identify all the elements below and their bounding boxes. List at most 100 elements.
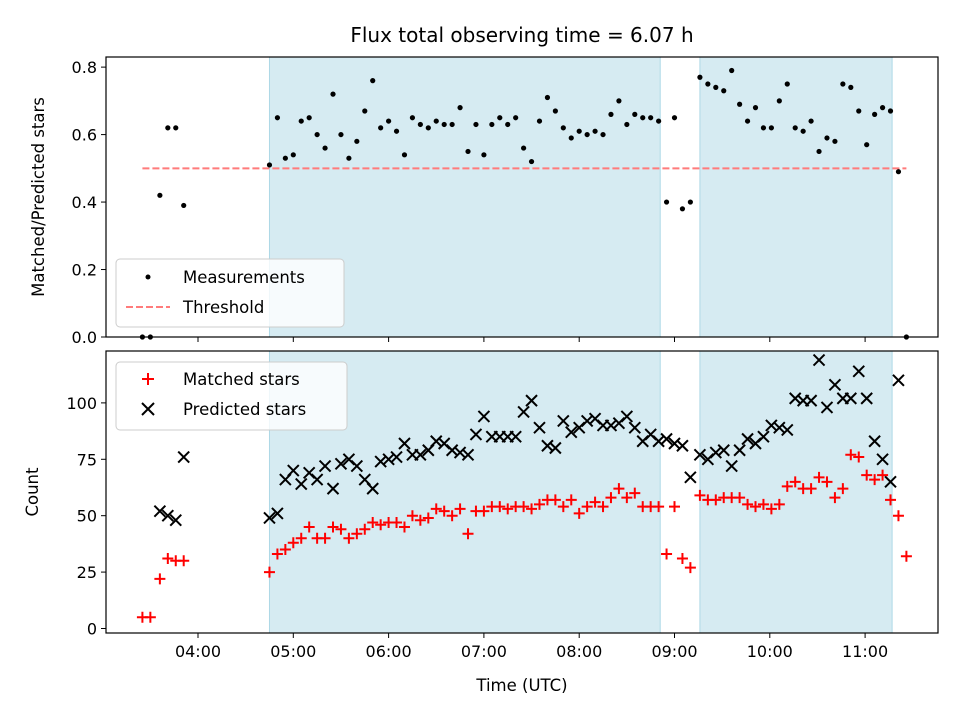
measurement-point <box>157 192 163 198</box>
matched-point <box>861 469 873 481</box>
predicted-point <box>709 446 723 459</box>
predicted-point <box>469 428 483 441</box>
predicted-point <box>295 477 308 491</box>
measurement-point <box>616 98 622 104</box>
measurement-point <box>721 88 727 94</box>
y-tick-label: 0.0 <box>72 328 97 347</box>
bottom-observing-windows <box>268 350 893 634</box>
measurement-point <box>887 108 894 114</box>
predicted-point <box>334 457 348 471</box>
bottom-y-axis: 0 25 50 75 100 <box>66 394 106 638</box>
predicted-point <box>580 414 594 428</box>
legend-label-threshold: Threshold <box>182 298 264 317</box>
top-legend: Measurements Threshold <box>115 258 345 328</box>
matched-point <box>494 501 506 513</box>
measurement-point <box>346 155 352 161</box>
legend-label-predicted: Predicted stars <box>183 400 306 419</box>
predicted-point <box>326 482 340 495</box>
measurement-point <box>338 131 344 138</box>
predicted-point <box>652 435 665 448</box>
matched-point <box>694 489 706 501</box>
predicted-point <box>676 439 689 452</box>
predicted-point <box>668 437 681 450</box>
matched-point <box>518 501 530 513</box>
matched-point <box>900 550 912 562</box>
measurement-point <box>425 125 431 131</box>
predicted-point <box>549 441 562 455</box>
measurement-point <box>576 128 582 134</box>
matched-point <box>263 566 275 578</box>
matched-point <box>661 548 673 560</box>
matched-point <box>789 476 801 488</box>
measurement-point <box>679 206 686 212</box>
matched-point <box>359 523 371 535</box>
matched-point <box>813 471 825 483</box>
x-tick-label: 04:00 <box>175 642 221 661</box>
measurement-point <box>848 84 854 90</box>
predicted-point <box>263 511 276 525</box>
matched-point <box>565 494 577 506</box>
predicted-point <box>741 432 754 446</box>
measurement-point <box>441 121 447 128</box>
matched-point <box>805 483 817 495</box>
predicted-point <box>271 507 284 520</box>
matched-point <box>629 487 641 499</box>
predicted-point <box>177 450 190 464</box>
measurement-point <box>895 169 902 175</box>
matched-point <box>391 516 403 528</box>
measurement-point <box>330 91 336 97</box>
predicted-point <box>390 450 403 464</box>
bottom-x-axis-label: Time (UTC) <box>475 676 567 695</box>
predicted-point <box>757 430 770 443</box>
matched-point <box>367 516 379 528</box>
predicted-point <box>517 405 530 419</box>
matched-point <box>613 483 625 495</box>
matched-point <box>773 498 785 510</box>
bottom-plot-area <box>136 353 912 623</box>
predicted-point <box>453 446 467 459</box>
matched-point <box>581 501 593 513</box>
predicted-point <box>892 374 905 387</box>
measurement-point <box>832 138 838 144</box>
matched-point <box>430 503 442 515</box>
matched-point <box>829 492 841 504</box>
predicted-point <box>660 432 673 446</box>
bottom-legend-box <box>115 361 348 431</box>
matched-point <box>557 501 569 513</box>
bottom-y-axis-label: Count <box>23 467 42 517</box>
measurement-point <box>457 105 463 111</box>
predicted-point <box>604 419 618 432</box>
matched-point <box>750 501 762 513</box>
matched-point <box>877 469 889 481</box>
predicted-point <box>765 419 778 432</box>
matched-point <box>343 532 355 544</box>
predicted-point <box>812 353 826 367</box>
predicted-point <box>693 448 707 461</box>
matched-point <box>178 555 190 567</box>
matched-point <box>765 503 777 515</box>
measurement-point <box>417 121 423 128</box>
predicted-point <box>445 444 459 457</box>
top-observing-windows <box>268 56 893 338</box>
measurement-point <box>386 118 392 124</box>
measurement-point <box>744 118 751 124</box>
measurement-point <box>560 125 566 131</box>
matched-point <box>734 492 746 504</box>
top-axes-frame <box>105 56 939 338</box>
measurement-point <box>632 111 638 117</box>
measurement-point <box>274 115 281 121</box>
matched-point <box>549 494 561 506</box>
predicted-point <box>820 401 834 414</box>
top-panel: 0.00.20.40.60.8 Matched/Predicted stars … <box>29 56 939 347</box>
measurement-point <box>816 148 822 155</box>
x-tick-label: 08:00 <box>556 642 602 661</box>
matched-point <box>271 548 283 560</box>
measurement-point <box>760 125 767 131</box>
predicted-point <box>541 439 554 452</box>
matched-point <box>869 474 881 486</box>
predicted-point <box>868 435 881 448</box>
predicted-point <box>725 459 738 473</box>
predicted-point <box>733 444 746 457</box>
matched-point <box>885 494 897 506</box>
matched-point <box>502 503 514 515</box>
